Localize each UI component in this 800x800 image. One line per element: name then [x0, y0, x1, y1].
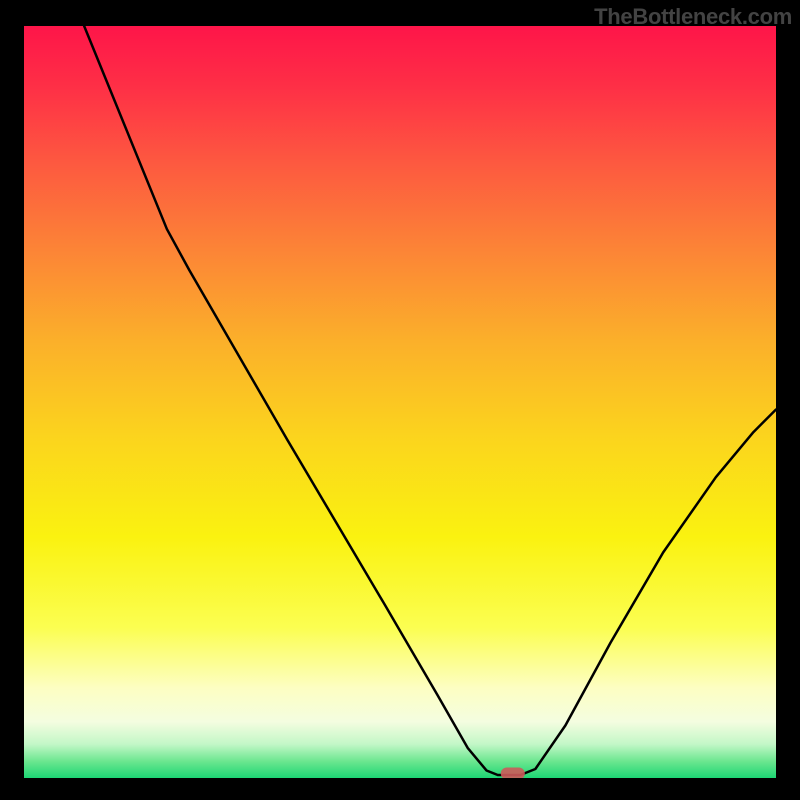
- optimal-marker: [501, 767, 525, 778]
- gradient-background: [24, 26, 776, 778]
- watermark-text: TheBottleneck.com: [594, 4, 792, 30]
- chart-container: { "watermark": { "text": "TheBottleneck.…: [0, 0, 800, 800]
- bottleneck-chart: [24, 26, 776, 778]
